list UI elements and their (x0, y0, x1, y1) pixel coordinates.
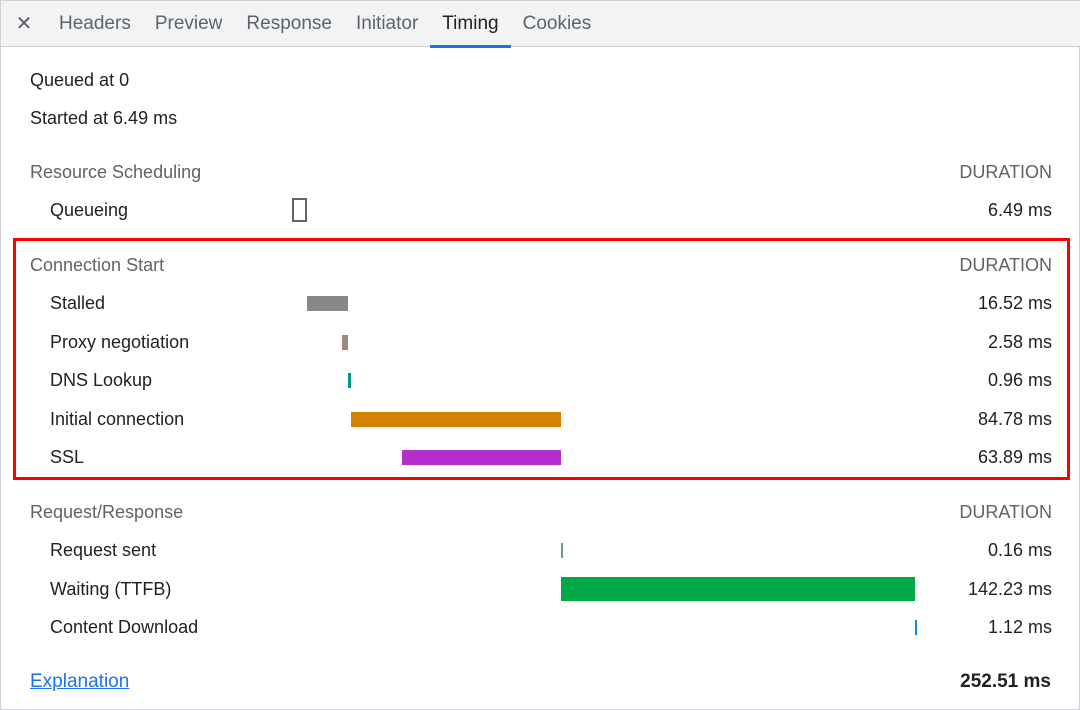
row-label: DNS Lookup (50, 370, 153, 390)
row-duration: 0.96 ms (987, 370, 1052, 390)
row-duration: 84.78 ms (977, 408, 1052, 429)
tab-timing[interactable]: Timing (430, 1, 511, 48)
duration-header: DURATION (959, 255, 1052, 275)
tab-headers[interactable]: Headers (59, 12, 131, 34)
timing-row: Request sent 0.16 ms (50, 540, 1052, 564)
timing-row: Stalled 16.52 ms (50, 293, 1052, 317)
tab-bar: ✕ Headers Preview Response Initiator Tim… (1, 1, 1080, 48)
timing-bar (561, 576, 915, 601)
row-duration: 142.23 ms (967, 578, 1052, 599)
duration-header: DURATION (959, 162, 1052, 182)
highlight-box (13, 238, 1070, 480)
timing-bar (348, 373, 351, 388)
started-at: Started at 6.49 ms (30, 108, 178, 128)
timing-bar (561, 543, 564, 558)
row-label: Proxy negotiation (50, 331, 190, 352)
section-header: Request/Response DURATION (30, 502, 1052, 523)
row-duration: 2.58 ms (987, 331, 1052, 352)
section-title: Connection Start (30, 255, 165, 275)
timing-row: SSL 63.89 ms (50, 447, 1052, 471)
row-duration: 63.89 ms (977, 447, 1052, 467)
timing-bar (341, 334, 349, 350)
row-duration: 1.12 ms (987, 617, 1052, 637)
section-header: Connection Start DURATION (30, 255, 1052, 276)
timing-bar (402, 450, 562, 465)
row-label: Initial connection (50, 408, 185, 429)
tab-preview[interactable]: Preview (154, 12, 223, 34)
section-header: Resource Scheduling DURATION (30, 162, 1052, 183)
row-label: SSL (50, 447, 85, 467)
row-label: Stalled (50, 293, 106, 313)
duration-header: DURATION (959, 502, 1052, 522)
timing-row: Content Download 1.12 ms (50, 617, 1052, 641)
timing-bar (292, 198, 308, 222)
section-title: Request/Response (30, 502, 184, 522)
timing-bar (307, 296, 349, 311)
explanation-link[interactable]: Explanation (30, 671, 130, 692)
timing-row: Waiting (TTFB) 142.23 ms (50, 579, 1052, 603)
row-label: Content Download (50, 617, 199, 637)
row-label: Request sent (50, 540, 157, 560)
row-label: Queueing (50, 200, 129, 220)
timing-row: DNS Lookup 0.96 ms (50, 370, 1052, 394)
total-duration: 252.51 ms (960, 671, 1051, 692)
row-label: Waiting (TTFB) (50, 578, 172, 599)
timing-row: Queueing 6.49 ms (50, 200, 1052, 224)
row-duration: 6.49 ms (987, 200, 1052, 220)
timing-row: Initial connection 84.78 ms (50, 409, 1052, 433)
timing-row: Proxy negotiation 2.58 ms (50, 332, 1052, 356)
queued-at: Queued at 0 (30, 70, 130, 90)
timing-bar (914, 620, 918, 635)
tab-cookies[interactable]: Cookies (522, 12, 592, 34)
row-duration: 16.52 ms (977, 293, 1052, 313)
row-duration: 0.16 ms (987, 540, 1052, 560)
section-title: Resource Scheduling (30, 162, 202, 182)
timing-bar (350, 411, 562, 427)
tab-response[interactable]: Response (246, 12, 332, 34)
close-icon[interactable]: ✕ (15, 13, 33, 35)
tab-initiator[interactable]: Initiator (355, 12, 419, 34)
